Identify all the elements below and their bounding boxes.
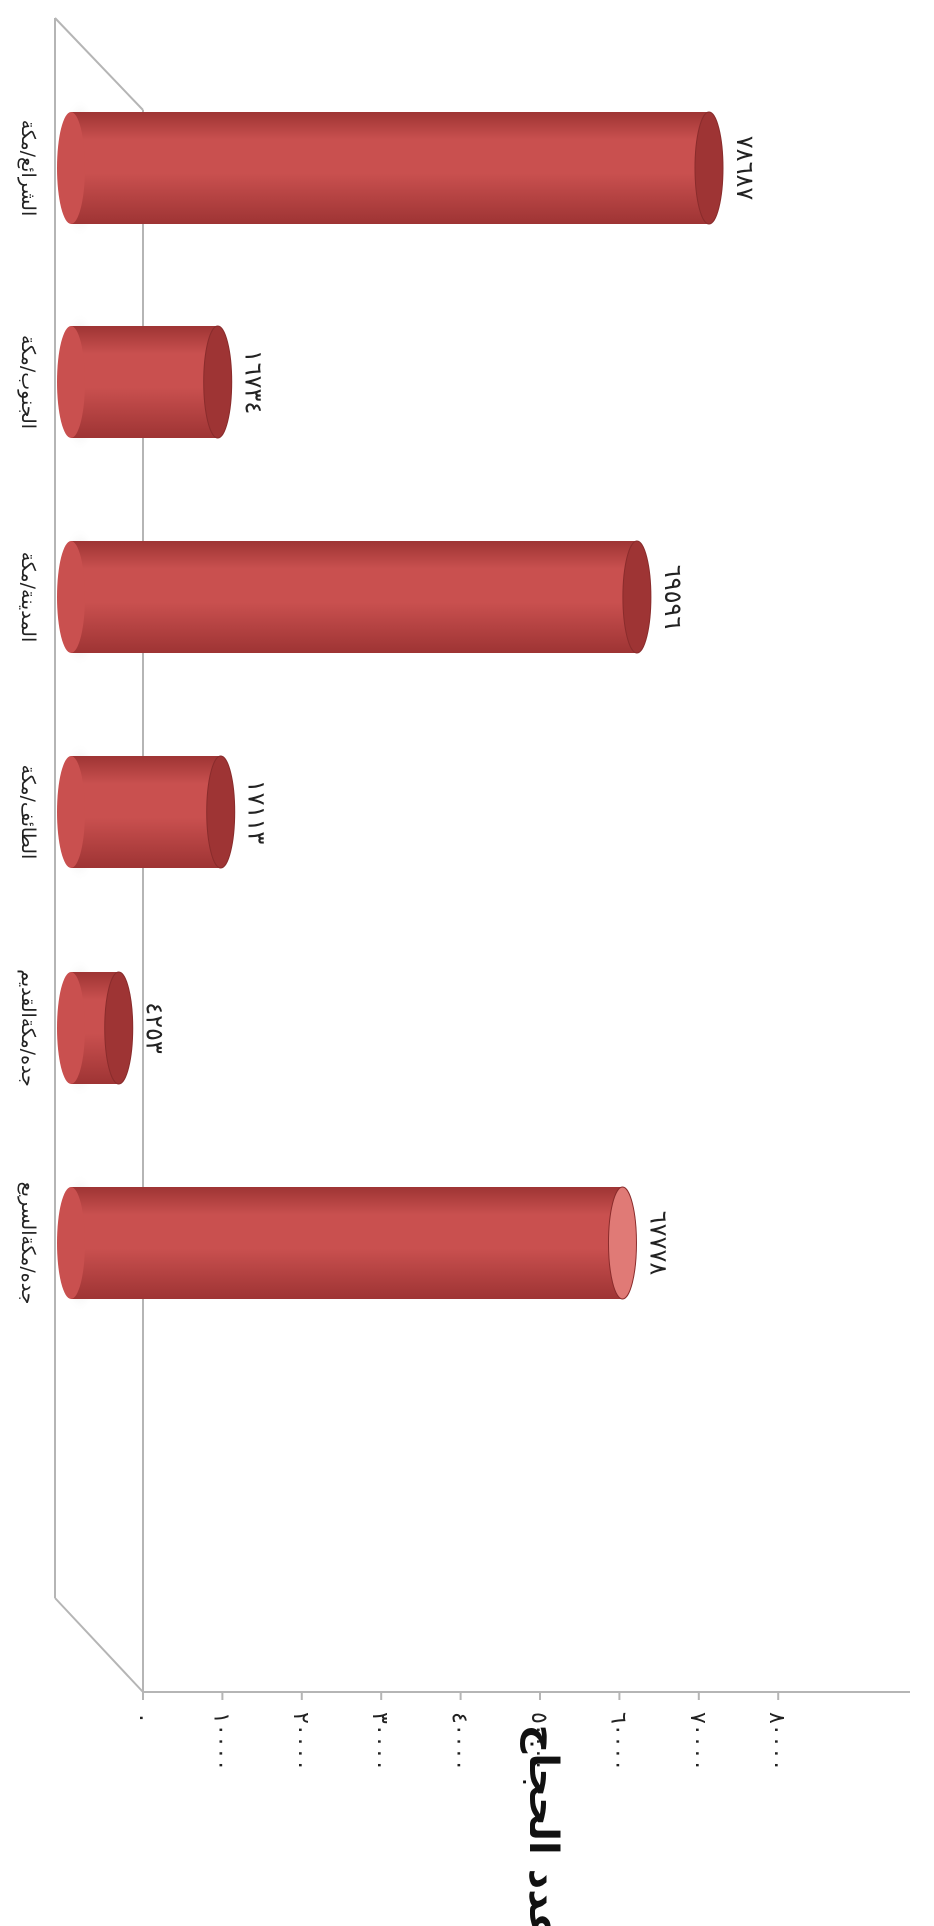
bar-base-cap <box>57 326 85 438</box>
category-label: جده/مكةالقديم <box>17 969 39 1087</box>
axis-tick-label: ٢٠٠٠٠ <box>288 1712 313 1771</box>
axis-tick-label: ٦٠٠٠٠ <box>605 1712 630 1771</box>
bar-end-cap <box>607 1186 637 1300</box>
category-label: جده/مكةالسريع <box>17 1182 39 1305</box>
category-label: الشرائع/مكة <box>17 120 39 216</box>
value-label: ٤٢٥٣ <box>141 1002 169 1054</box>
value-labels-layer: ٧٨٦٨٧ ١٦٧٣٤ ٦٩٥٩٦ ١٧١١٣ ٤٢٥٣ ٦٧٧٧٨ <box>141 136 759 1276</box>
category-label: الطائف/مكة <box>17 765 39 860</box>
axis-tick-label: ٥٠٠٠٠ <box>526 1712 551 1771</box>
category-label: الجنوب/مكة <box>17 335 39 429</box>
value-label: ٦٧٧٧٨ <box>644 1211 672 1276</box>
bars-layer <box>57 98 724 1313</box>
axis-ticks-layer: ٠ ١٠٠٠٠ ٢٠٠٠٠ ٣٠٠٠٠ ٤٠٠٠٠ ٥٠٠٠٠ ٦٠٠٠٠ ٧٠٠٠٠ ٨٠٠٠… <box>129 1692 789 1771</box>
axis-tick-label: ٠ <box>129 1712 154 1724</box>
bar-base-cap <box>57 972 85 1084</box>
floor-bottom-diagonal <box>54 1597 144 1693</box>
value-axis-title: عدد الحجاج <box>520 1724 566 1926</box>
axis-tick-label: ٣٠٠٠٠ <box>367 1712 392 1771</box>
bar-end-cap <box>622 540 652 654</box>
axis-tick-label: ٤٠٠٠٠ <box>447 1712 472 1771</box>
bar-1 <box>71 112 709 224</box>
bar-base-cap <box>57 112 85 224</box>
bar-2 <box>71 326 218 438</box>
floor-top-diagonal <box>54 17 144 111</box>
bar-base-cap <box>57 756 85 868</box>
bar-3 <box>71 541 637 653</box>
category-labels-layer: الشرائع/مكة الجنوب/مكة المدينة/مكة الطائف/م… <box>17 120 39 1305</box>
axis-tick-label: ٧٠٠٠٠ <box>685 1712 710 1771</box>
value-label: ١٦٧٣٤ <box>240 350 268 414</box>
bar-end-cap <box>203 325 233 439</box>
bar-end-cap <box>206 755 236 869</box>
bar-end-cap <box>104 971 134 1085</box>
axis-tick-label: ٨٠٠٠٠ <box>764 1712 789 1771</box>
bar-base-cap <box>57 1187 85 1299</box>
value-label: ١٧١١٣ <box>243 780 271 845</box>
bar-base-cap <box>57 541 85 653</box>
value-label: ٦٩٥٩٦ <box>659 565 687 629</box>
bar-4 <box>71 756 221 868</box>
bar-end-cap <box>694 111 724 225</box>
axis-tick-label: ١٠٠٠٠ <box>208 1712 233 1771</box>
value-label: ٧٨٦٨٧ <box>731 136 759 201</box>
category-label: المدينة/مكة <box>17 552 39 643</box>
bar-6 <box>71 1187 623 1299</box>
